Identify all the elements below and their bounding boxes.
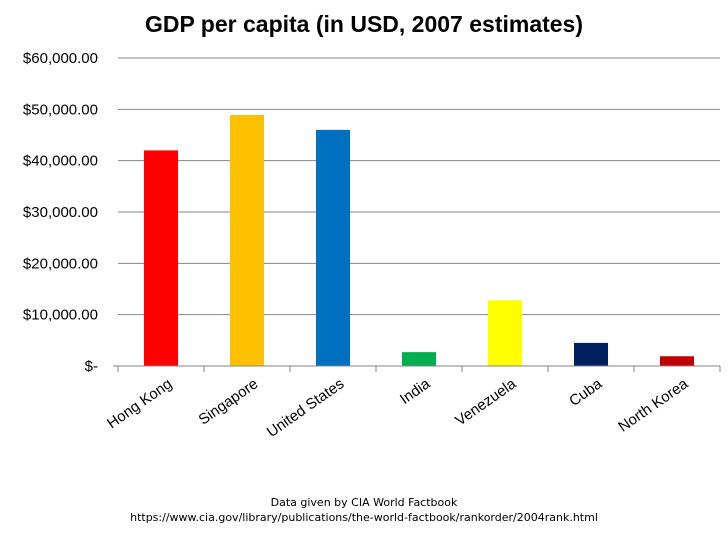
bars <box>144 114 694 366</box>
x-tick-label: Singapore <box>196 375 262 428</box>
chart-title: GDP per capita (in USD, 2007 estimates) <box>145 11 583 37</box>
x-axis-labels: Hong Kong Singapore United States India Vene… <box>104 375 692 441</box>
y-tick-label: $10,000.00 <box>23 307 98 324</box>
source-url: https://www.cia.gov/library/publications… <box>130 511 598 524</box>
bar-hong-kong <box>144 150 178 366</box>
y-tick-label: $30,000.00 <box>23 204 98 221</box>
x-tick-label: India <box>397 375 434 408</box>
x-axis <box>113 365 721 372</box>
y-tick-label: $50,000.00 <box>23 101 98 118</box>
y-tick-label: $40,000.00 <box>23 153 98 170</box>
x-tick-label: Hong Kong <box>104 375 175 432</box>
y-axis-ticks: $- $10,000.00 $20,000.00 $30,000.00 $40,000.… <box>23 50 98 375</box>
gridlines <box>118 57 720 316</box>
y-tick-label: $20,000.00 <box>23 255 98 272</box>
x-tick-label: Cuba <box>566 375 606 410</box>
source-label: Data given by CIA World Factbook <box>270 496 458 509</box>
bar-venezuela <box>488 300 522 366</box>
y-tick-label: $60,000.00 <box>23 50 98 67</box>
y-tick-label: $- <box>85 358 98 375</box>
bar-india <box>402 352 436 366</box>
bar-cuba <box>574 342 608 366</box>
bar-north-korea <box>660 356 694 366</box>
bar-singapore <box>230 114 264 366</box>
x-tick-label: North Korea <box>615 375 692 436</box>
bar-united-states <box>316 129 350 366</box>
x-tick-label: Venezuela <box>452 375 520 429</box>
x-tick-label: United States <box>264 375 348 441</box>
